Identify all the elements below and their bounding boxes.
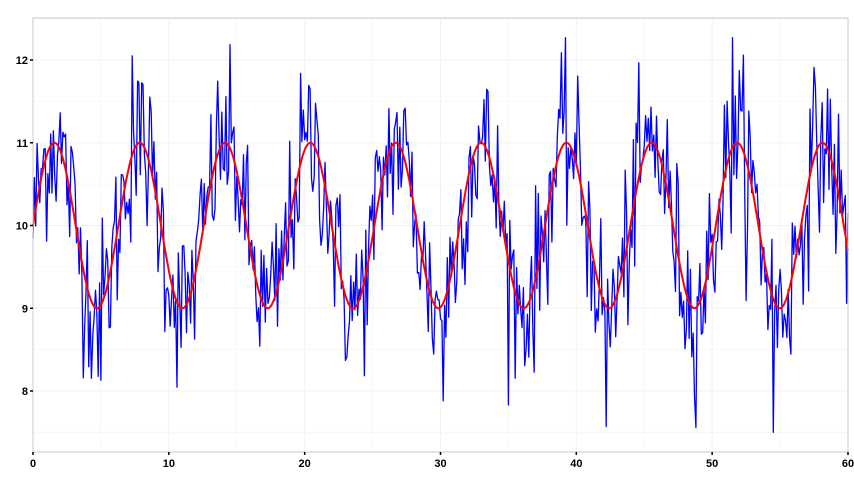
x-tick-label: 50: [706, 458, 718, 470]
sine-line: [32, 141, 849, 310]
y-tick-label: 12: [16, 55, 28, 67]
noisy-line: [32, 37, 849, 434]
y-tick-label: 11: [16, 138, 28, 150]
x-tick-label: 30: [434, 458, 446, 470]
x-axis: 0 10 20 30 40 50 60: [30, 452, 854, 470]
y-tick-label: 10: [16, 221, 28, 233]
noisy-series-line: [32, 37, 849, 434]
sine-series-line: [32, 141, 849, 310]
x-tick-label: 10: [163, 458, 175, 470]
x-tick-label: 60: [842, 458, 854, 470]
x-tick-label: 40: [570, 458, 582, 470]
x-tick-label: 0: [30, 458, 36, 470]
y-axis: 8 9 10 11 12: [16, 55, 33, 398]
y-tick-label: 9: [22, 303, 28, 315]
x-tick-label: 20: [299, 458, 311, 470]
y-tick-label: 8: [22, 386, 28, 398]
